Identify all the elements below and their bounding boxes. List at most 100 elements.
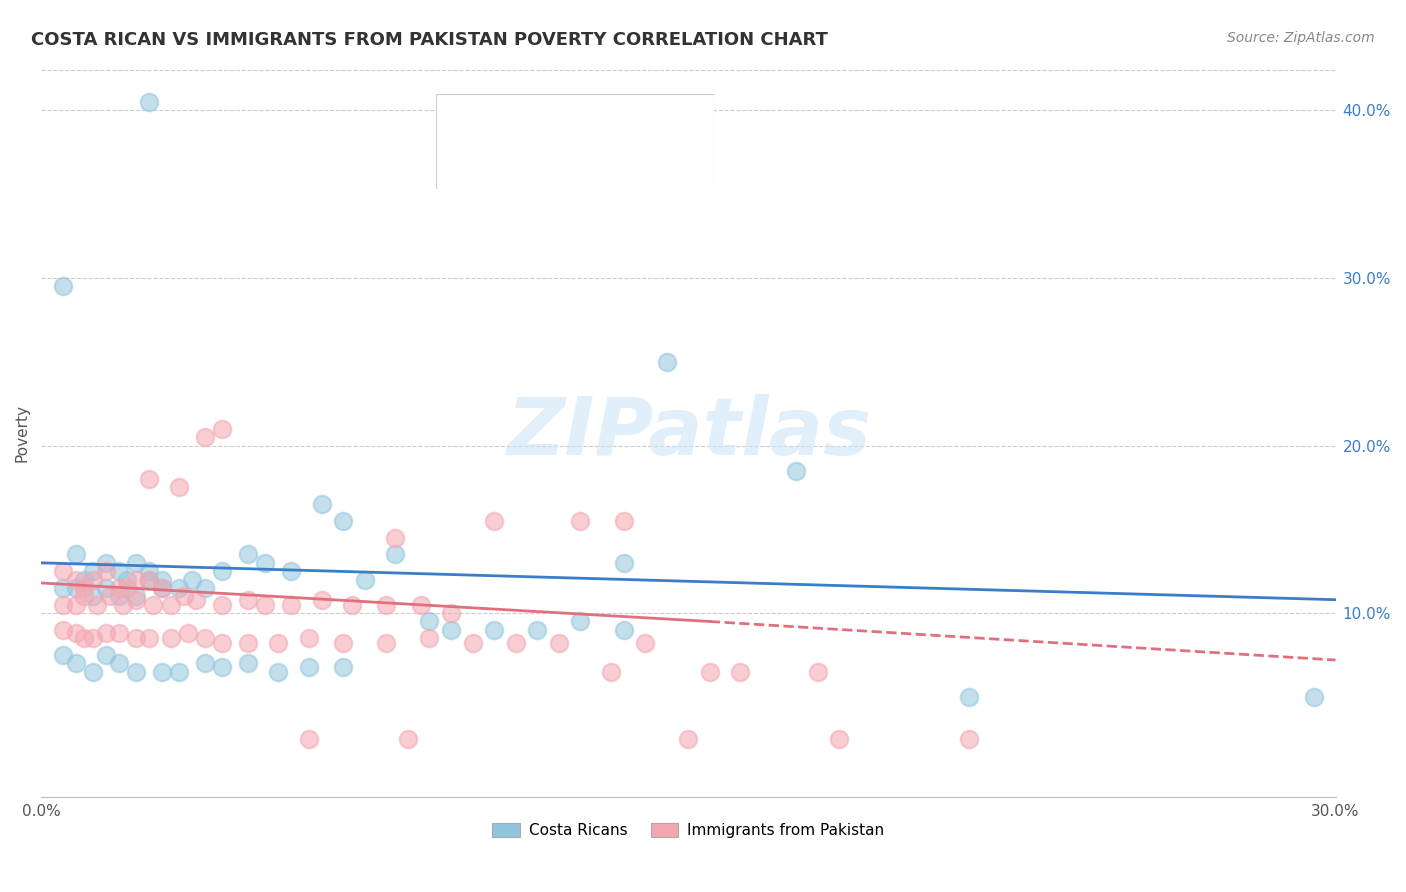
Point: [194, 430, 217, 444]
Point: [138, 564, 160, 578]
Point: [1303, 690, 1326, 704]
Text: ZIPatlas: ZIPatlas: [506, 394, 870, 472]
Y-axis label: Poverty: Poverty: [15, 404, 30, 462]
Point: [267, 636, 290, 650]
Point: [238, 636, 260, 650]
Point: [73, 632, 96, 646]
Point: [73, 581, 96, 595]
Point: [138, 573, 160, 587]
Point: [125, 573, 148, 587]
Point: [280, 598, 302, 612]
Point: [332, 514, 354, 528]
Point: [125, 592, 148, 607]
Point: [211, 659, 233, 673]
Point: [138, 573, 160, 587]
Point: [65, 598, 87, 612]
Point: [599, 665, 621, 679]
Point: [194, 581, 217, 595]
Point: [440, 623, 463, 637]
Point: [409, 598, 432, 612]
Point: [440, 606, 463, 620]
Point: [828, 731, 851, 746]
Point: [298, 731, 321, 746]
Point: [211, 598, 233, 612]
Point: [254, 556, 277, 570]
Point: [418, 632, 440, 646]
Point: [332, 636, 354, 650]
Point: [52, 581, 75, 595]
Point: [375, 636, 398, 650]
Point: [112, 598, 135, 612]
Point: [340, 598, 363, 612]
Point: [107, 657, 129, 671]
Point: [699, 665, 721, 679]
Point: [418, 615, 440, 629]
Point: [957, 690, 980, 704]
Point: [173, 590, 195, 604]
Point: [186, 592, 208, 607]
Point: [107, 581, 129, 595]
Point: [613, 514, 636, 528]
Point: [150, 581, 173, 595]
Point: [548, 636, 571, 650]
Point: [957, 731, 980, 746]
Point: [569, 615, 592, 629]
Point: [298, 632, 321, 646]
Point: [280, 564, 302, 578]
Point: [634, 636, 657, 650]
Point: [353, 573, 375, 587]
Point: [298, 659, 321, 673]
Point: [94, 556, 117, 570]
Point: [125, 556, 148, 570]
Point: [655, 355, 678, 369]
Point: [138, 632, 160, 646]
Point: [125, 665, 148, 679]
Point: [82, 665, 104, 679]
Point: [107, 590, 129, 604]
Point: [150, 581, 173, 595]
Point: [52, 279, 75, 293]
Point: [785, 464, 807, 478]
Point: [142, 598, 165, 612]
Point: [125, 590, 148, 604]
Point: [211, 422, 233, 436]
Point: [82, 573, 104, 587]
Point: [94, 581, 117, 595]
Point: [86, 598, 108, 612]
Text: COSTA RICAN VS IMMIGRANTS FROM PAKISTAN POVERTY CORRELATION CHART: COSTA RICAN VS IMMIGRANTS FROM PAKISTAN …: [31, 31, 828, 49]
Point: [150, 573, 173, 587]
Point: [52, 623, 75, 637]
Point: [159, 632, 181, 646]
Point: [52, 598, 75, 612]
Point: [311, 497, 333, 511]
Point: [505, 636, 527, 650]
Point: [613, 556, 636, 570]
Point: [461, 636, 484, 650]
Point: [807, 665, 830, 679]
Point: [254, 598, 277, 612]
Point: [482, 514, 505, 528]
Point: [613, 623, 636, 637]
Point: [728, 665, 751, 679]
Point: [138, 472, 160, 486]
Point: [569, 514, 592, 528]
Point: [65, 573, 87, 587]
Point: [167, 665, 190, 679]
Point: [94, 648, 117, 662]
Point: [526, 623, 548, 637]
Point: [167, 581, 190, 595]
Point: [678, 731, 700, 746]
Legend: Costa Ricans, Immigrants from Pakistan: Costa Ricans, Immigrants from Pakistan: [486, 817, 890, 845]
Point: [332, 659, 354, 673]
Point: [311, 592, 333, 607]
Point: [82, 564, 104, 578]
Point: [194, 632, 217, 646]
Point: [65, 657, 87, 671]
Point: [117, 573, 139, 587]
Point: [194, 657, 217, 671]
Point: [65, 626, 87, 640]
Point: [238, 548, 260, 562]
Point: [82, 632, 104, 646]
Point: [482, 623, 505, 637]
Point: [73, 590, 96, 604]
